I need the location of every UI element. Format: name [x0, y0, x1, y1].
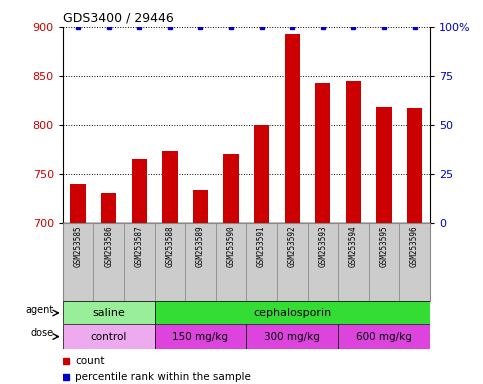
- Text: GSM253585: GSM253585: [73, 225, 83, 267]
- Bar: [185, 223, 216, 301]
- Bar: [246, 324, 338, 349]
- Bar: [338, 324, 430, 349]
- Bar: [155, 324, 246, 349]
- Text: cephalosporin: cephalosporin: [253, 308, 331, 318]
- Bar: [162, 151, 177, 223]
- Bar: [124, 223, 155, 301]
- Bar: [277, 223, 308, 301]
- Bar: [407, 108, 422, 223]
- Text: 300 mg/kg: 300 mg/kg: [264, 331, 320, 342]
- Bar: [131, 159, 147, 223]
- Bar: [63, 324, 155, 349]
- Bar: [376, 107, 392, 223]
- Bar: [254, 125, 270, 223]
- Text: GSM253590: GSM253590: [227, 225, 236, 267]
- Text: GSM253594: GSM253594: [349, 225, 358, 267]
- Bar: [63, 301, 155, 324]
- Text: GSM253586: GSM253586: [104, 225, 113, 267]
- Bar: [216, 223, 246, 301]
- Text: control: control: [90, 331, 127, 342]
- Text: 150 mg/kg: 150 mg/kg: [172, 331, 228, 342]
- Bar: [246, 223, 277, 301]
- Text: GSM253589: GSM253589: [196, 225, 205, 267]
- Bar: [101, 194, 116, 223]
- Bar: [193, 190, 208, 223]
- Bar: [284, 34, 300, 223]
- Bar: [399, 223, 430, 301]
- Bar: [338, 223, 369, 301]
- Bar: [71, 184, 86, 223]
- Text: 600 mg/kg: 600 mg/kg: [356, 331, 412, 342]
- Text: GSM253596: GSM253596: [410, 225, 419, 267]
- Text: GSM253592: GSM253592: [288, 225, 297, 267]
- Bar: [308, 223, 338, 301]
- Bar: [346, 81, 361, 223]
- Text: GSM253587: GSM253587: [135, 225, 144, 267]
- Text: count: count: [75, 356, 104, 366]
- Bar: [223, 154, 239, 223]
- Text: dose: dose: [30, 328, 54, 338]
- Text: saline: saline: [92, 308, 125, 318]
- Text: GSM253593: GSM253593: [318, 225, 327, 267]
- Text: agent: agent: [26, 305, 54, 315]
- Bar: [369, 223, 399, 301]
- Text: GSM253591: GSM253591: [257, 225, 266, 267]
- Bar: [155, 301, 430, 324]
- Text: GDS3400 / 29446: GDS3400 / 29446: [63, 11, 173, 24]
- Bar: [155, 223, 185, 301]
- Bar: [63, 223, 93, 301]
- Text: percentile rank within the sample: percentile rank within the sample: [75, 372, 251, 382]
- Bar: [315, 83, 330, 223]
- Text: GSM253595: GSM253595: [380, 225, 388, 267]
- Bar: [93, 223, 124, 301]
- Text: GSM253588: GSM253588: [165, 225, 174, 267]
